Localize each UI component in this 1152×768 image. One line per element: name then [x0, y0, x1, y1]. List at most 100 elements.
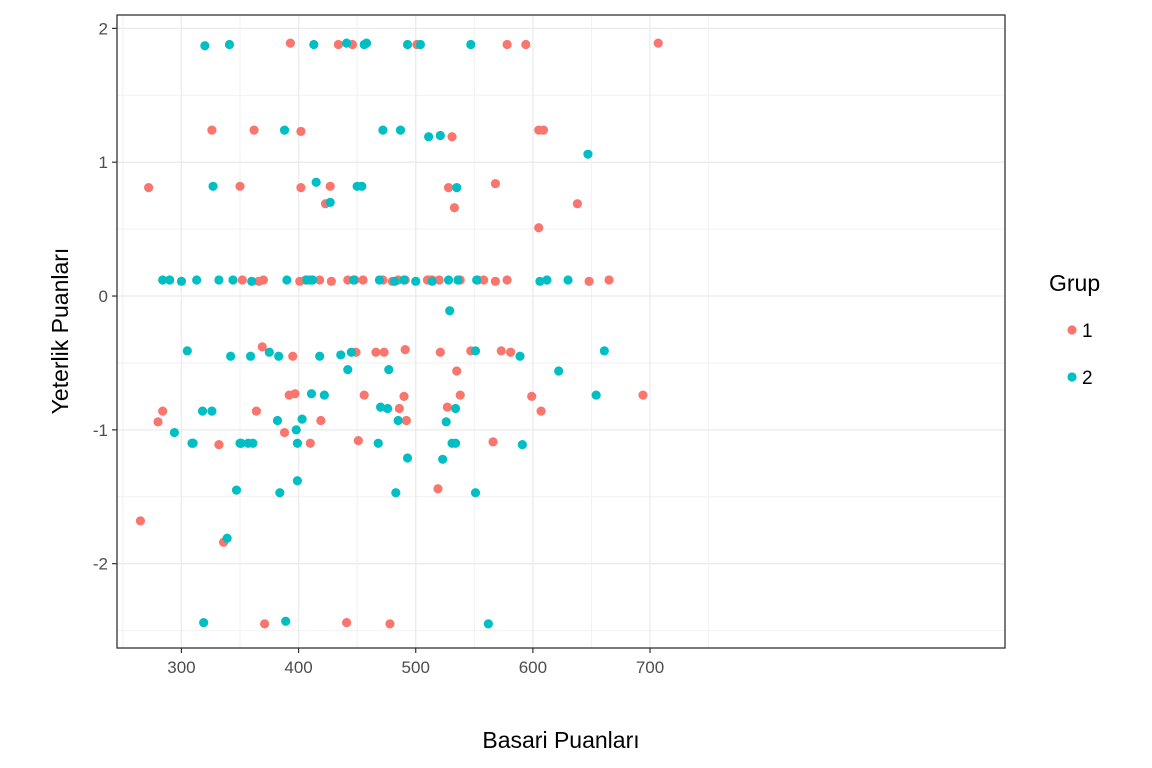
data-point [237, 275, 247, 285]
data-point [373, 438, 383, 448]
data-point [214, 275, 224, 285]
legend-label: 1 [1082, 321, 1093, 342]
data-point [308, 275, 318, 285]
data-point [424, 132, 434, 142]
data-point [470, 488, 481, 498]
data-point [279, 427, 290, 438]
data-point [402, 453, 413, 463]
data-point [466, 39, 476, 50]
data-point [438, 454, 448, 464]
data-point [333, 39, 344, 50]
data-point [395, 125, 406, 135]
data-point [433, 484, 443, 494]
data-point [257, 342, 267, 352]
data-point [399, 391, 409, 402]
plot-panel [117, 15, 1005, 648]
data-point [441, 417, 451, 427]
data-point [214, 439, 224, 450]
legend-items: 12 [1067, 321, 1093, 389]
data-point [591, 390, 601, 400]
data-point [326, 276, 336, 286]
data-point [226, 351, 236, 361]
data-point [342, 617, 352, 628]
data-point [346, 347, 356, 357]
y-axis: -2 -1 0 1 2 [93, 19, 117, 574]
data-point [222, 533, 232, 543]
data-point [379, 347, 389, 357]
data-point [411, 276, 421, 286]
data-point [207, 125, 217, 135]
data-point [275, 488, 285, 498]
data-point [264, 347, 274, 357]
data-point [450, 438, 461, 448]
data-point [236, 438, 246, 448]
data-point [599, 346, 609, 356]
legend-label: 2 [1082, 368, 1093, 389]
data-point [282, 275, 292, 285]
data-point [235, 181, 245, 191]
data-point [443, 275, 454, 285]
data-point [349, 275, 359, 285]
data-point [285, 38, 295, 48]
data-point [325, 181, 335, 191]
data-point [584, 276, 594, 286]
x-axis: 300 400 500 600 700 [167, 648, 664, 677]
data-point [342, 38, 352, 48]
data-point [325, 197, 335, 207]
data-point [309, 39, 319, 50]
data-point [375, 402, 386, 412]
data-point [554, 366, 564, 376]
data-point [357, 181, 367, 191]
data-point [502, 39, 512, 50]
data-point [534, 223, 544, 233]
data-point [158, 275, 168, 285]
legend-title: Grup [1049, 270, 1100, 296]
data-point [391, 488, 401, 498]
data-point [483, 619, 493, 629]
data-point [200, 41, 210, 51]
data-point [399, 275, 409, 285]
data-point [297, 414, 307, 424]
data-point [415, 39, 426, 50]
data-point [208, 181, 218, 191]
data-point [316, 415, 326, 426]
data-point [336, 350, 346, 360]
data-point [521, 39, 531, 50]
data-point [281, 616, 291, 626]
data-point [274, 351, 284, 361]
series-2-points [158, 38, 609, 629]
data-point [390, 276, 400, 286]
data-point [158, 406, 168, 416]
data-point [384, 365, 394, 375]
data-point [434, 275, 444, 285]
data-point [224, 39, 235, 50]
plot-border [116, 14, 1006, 649]
major-gridlines [117, 15, 1005, 648]
data-point [378, 125, 388, 135]
data-point [393, 415, 403, 426]
x-axis-title: Basari Puanları [482, 727, 639, 753]
data-point [488, 437, 498, 447]
data-point [306, 389, 317, 399]
x-tick-label: 400 [284, 658, 312, 677]
data-point [315, 275, 325, 285]
x-tick-label: 300 [167, 658, 195, 677]
x-tick-label: 500 [402, 658, 430, 677]
data-point [361, 38, 372, 48]
data-point [583, 149, 593, 159]
data-point [400, 344, 410, 355]
data-point [144, 183, 154, 193]
data-point [638, 390, 648, 400]
data-point [453, 275, 463, 285]
data-point [292, 438, 303, 448]
data-point [153, 417, 163, 427]
data-point [258, 275, 269, 285]
data-point [245, 351, 256, 361]
data-point [527, 391, 537, 402]
data-point [247, 276, 257, 286]
data-point [374, 275, 385, 285]
data-point [207, 406, 217, 416]
data-point [401, 415, 411, 426]
y-axis-title: Yeterlik Puanları [47, 248, 73, 415]
data-point [358, 275, 368, 285]
